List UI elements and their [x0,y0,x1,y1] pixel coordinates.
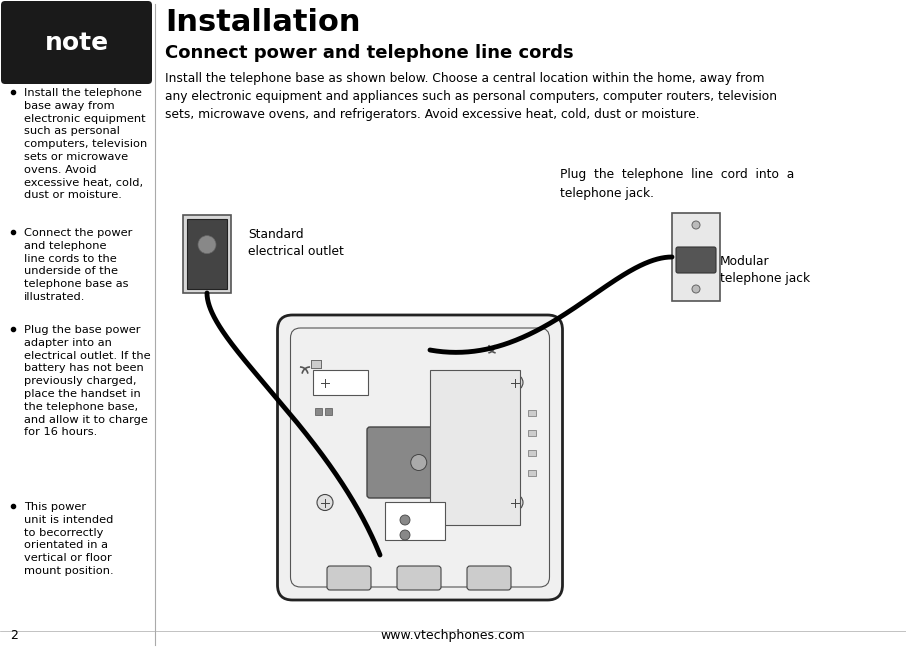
Text: This power
unit is intended
to becorrectly
orientated in a
vertical or floor
mou: This power unit is intended to becorrect… [24,502,113,576]
FancyBboxPatch shape [676,247,716,273]
Text: 2: 2 [10,629,18,642]
FancyBboxPatch shape [277,315,563,600]
Bar [311,360,321,368]
Circle shape [692,285,700,293]
Circle shape [692,221,700,229]
Bar [527,410,535,416]
Bar [314,408,322,415]
Circle shape [507,495,523,511]
Bar [527,470,535,476]
FancyBboxPatch shape [397,566,441,590]
FancyBboxPatch shape [367,427,448,498]
Bar [183,215,231,293]
Bar [527,450,535,456]
Text: note: note [44,31,109,55]
Circle shape [198,236,216,254]
Bar [385,502,445,540]
Bar [672,213,720,301]
Text: www.vtechphones.com: www.vtechphones.com [381,629,525,642]
Text: Standard
electrical outlet: Standard electrical outlet [248,228,344,258]
Text: Plug the base power
adapter into an
electrical outlet. If the
battery has not be: Plug the base power adapter into an elec… [24,325,150,437]
Text: Connect the power
and telephone
line cords to the
underside of the
telephone bas: Connect the power and telephone line cor… [24,228,132,302]
Bar [311,360,321,368]
Text: Connect power and telephone line cords: Connect power and telephone line cords [165,44,573,62]
Circle shape [317,374,333,391]
Circle shape [507,374,523,391]
FancyBboxPatch shape [467,566,511,590]
Bar [313,370,368,395]
Circle shape [317,495,333,511]
FancyBboxPatch shape [327,566,371,590]
Circle shape [410,454,427,471]
Circle shape [400,530,410,540]
FancyBboxPatch shape [1,1,152,84]
Text: Install the telephone
base away from
electronic equipment
such as personal
compu: Install the telephone base away from ele… [24,88,148,201]
Text: Modular
telephone jack: Modular telephone jack [720,255,810,285]
Text: Plug  the  telephone  line  cord  into  a
telephone jack.: Plug the telephone line cord into a tele… [560,168,795,200]
Text: Install the telephone base as shown below. Choose a central location within the : Install the telephone base as shown belo… [165,72,777,121]
Circle shape [400,515,410,525]
Text: Installation: Installation [165,8,361,37]
Bar [430,370,520,525]
Bar [187,219,227,289]
Bar [324,408,332,415]
Bar [527,430,535,436]
